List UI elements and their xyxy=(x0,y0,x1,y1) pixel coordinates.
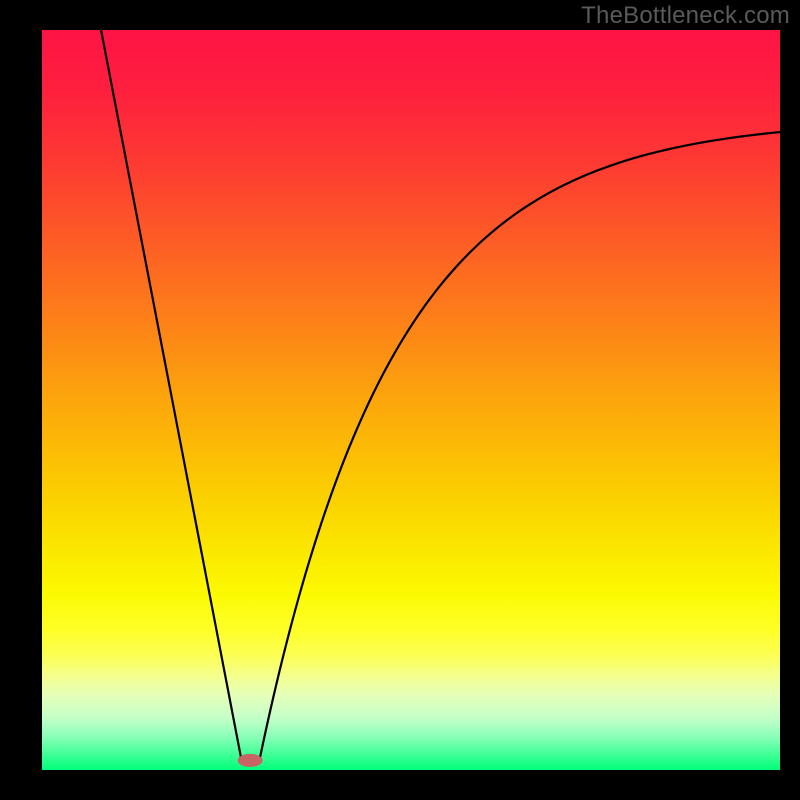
bottleneck-chart xyxy=(0,0,800,800)
watermark-text: TheBottleneck.com xyxy=(581,2,790,30)
chart-frame: TheBottleneck.com xyxy=(0,0,800,800)
optimal-point-marker xyxy=(238,754,262,766)
acceptable-range-band xyxy=(42,600,780,667)
